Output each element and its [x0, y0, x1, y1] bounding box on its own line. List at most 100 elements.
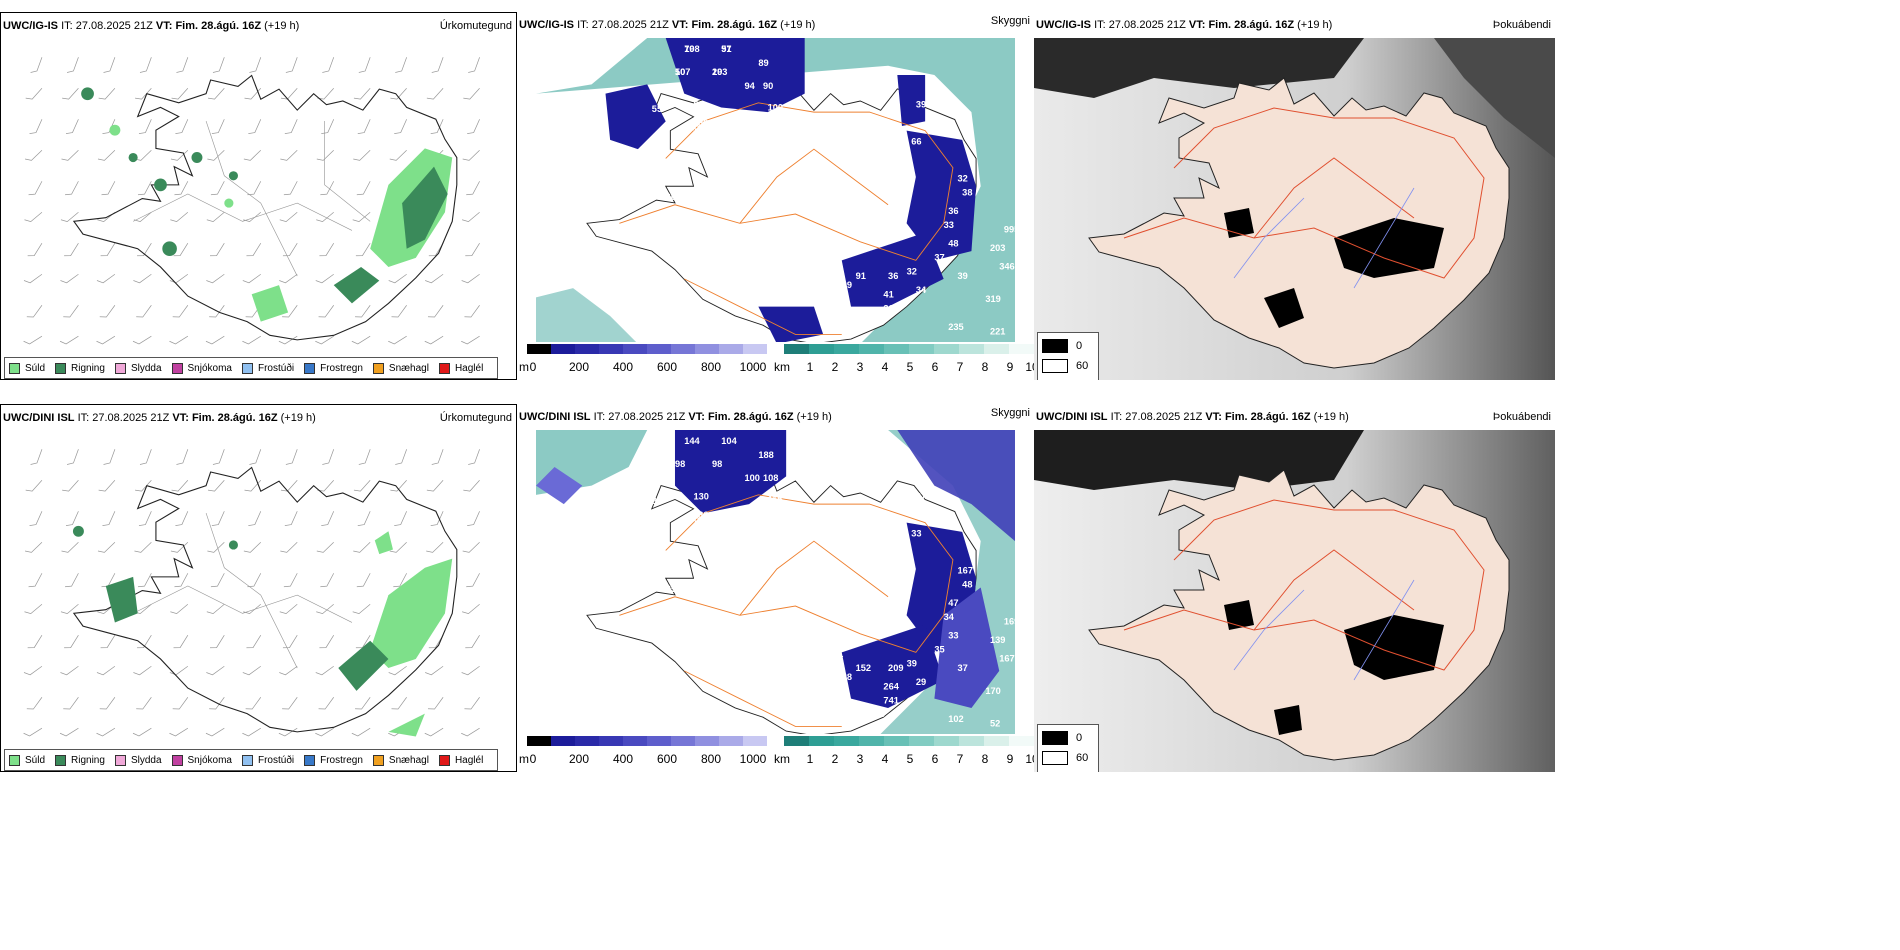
wind-barb-icon [175, 119, 189, 135]
precip-drizzle [370, 531, 453, 737]
wind-barb-icon [206, 273, 225, 284]
wind-barb-icon [205, 335, 225, 345]
fog-map [1034, 430, 1555, 772]
legend-label: Frostúði [257, 362, 295, 374]
model-name: UWC/DINI ISL [519, 411, 591, 423]
ceiling-value-label: 130 [694, 491, 709, 501]
rivers [1233, 579, 1415, 681]
wind-barb-icon [97, 211, 116, 223]
wind-barb-icon [427, 305, 444, 318]
legend-item: Rigning [55, 754, 105, 766]
wind-barb-icon [24, 211, 43, 223]
roads [619, 102, 954, 335]
wind-barb-icon [173, 635, 189, 649]
wind-barb-icon [431, 57, 444, 73]
wind-barb-icon [464, 305, 480, 318]
wind-barb-icon [388, 273, 407, 284]
ceiling-value-label: 55 [652, 104, 662, 114]
legend-swatch [372, 362, 384, 374]
ceiling-value-label: 60 [666, 192, 676, 202]
panel-header: UWC/IG-IS IT: 27.08.2025 21Z VT: Fim. 28… [1034, 12, 1555, 38]
wind-barb-icon [173, 243, 189, 257]
scale-tick: 8 [981, 752, 989, 766]
fog-panel-bottom: UWC/DINI ISL IT: 27.08.2025 21Z VT: Fim.… [1034, 404, 1555, 772]
fog-dark [1224, 600, 1444, 735]
wind-barb-icon [315, 727, 334, 737]
ceiling-panel-top: UWC/IG-IS IT: 27.08.2025 21Z VT: Fim. 28… [517, 12, 1034, 380]
wind-barb-icon [172, 697, 189, 710]
scale-unit: km [774, 360, 790, 374]
panel-header: UWC/DINI ISL IT: 27.08.2025 21Z VT: Fim.… [1, 405, 516, 431]
ceiling-value-label: 51 [721, 44, 731, 54]
ceiling-value-label: 221 [828, 649, 843, 659]
wind-barb-icon [137, 243, 152, 257]
wind-barb-icon [351, 727, 371, 737]
wind-barb-icon [102, 511, 116, 527]
wind-barb-icon [424, 335, 444, 345]
wind-barb-icon [425, 273, 444, 284]
wind-barb-icon [209, 305, 225, 318]
wind-barb-icon [136, 697, 152, 710]
wind-barb-icon [283, 573, 298, 588]
precip-legend: Súld Rigning Slydda Snjókoma Frostúði Fr… [4, 357, 499, 379]
legend-label: Snjókoma [187, 362, 232, 374]
wind-barb-icon [138, 511, 152, 527]
wind-barb-icon [424, 727, 444, 737]
wind-barb-icon [246, 635, 262, 649]
ceiling-value-label: 35 [934, 644, 944, 654]
ceiling-value-label: 89 [698, 118, 708, 128]
init-time: 27.08.2025 21Z [92, 412, 170, 424]
wind-barb-icon [280, 479, 298, 492]
model-name: UWC/DINI ISL [3, 412, 75, 424]
wind-barb-icon [101, 181, 116, 196]
wind-barb-icon [248, 511, 262, 527]
valid-label: VT: [1188, 19, 1206, 31]
init-time: 27.08.2025 21Z [608, 411, 686, 423]
wind-barb-icon [395, 57, 408, 73]
init-time: 27.08.2025 21Z [75, 20, 153, 32]
fog-map [1034, 38, 1555, 380]
legend-swatch [304, 362, 316, 374]
ceiling-value-label: 37 [934, 252, 944, 262]
wind-barb-icon [391, 305, 407, 318]
wind-barb-icon [352, 603, 371, 615]
panel-title: Úrkomutegund [439, 20, 512, 32]
lead-time: (+19 h) [1313, 411, 1349, 423]
ceiling-value-label: 36 [948, 206, 958, 216]
wind-barb-icon [356, 573, 371, 588]
wind-barb-icon [97, 149, 116, 161]
legend-label: Frostregn [320, 754, 363, 766]
wind-barb-icon [29, 119, 43, 135]
wind-barb-icon [133, 273, 152, 284]
wind-barb-icon [138, 119, 152, 135]
scale-unit: km [774, 752, 790, 766]
visibility-scale: km 1 2 3 4 5 6 7 8 9 10 [772, 734, 1034, 770]
scale-tick: 8 [981, 360, 989, 374]
wind-barb-icon [137, 635, 152, 649]
scale-tick: 800 [700, 360, 722, 374]
wind-barb-icon [319, 635, 335, 649]
ceiling-value-label: 32 [907, 266, 917, 276]
lead-time: (+19 h) [796, 411, 832, 423]
wind-barb-icon [242, 665, 261, 676]
wind-barb-icon [391, 697, 407, 710]
ceiling-value-label: 47 [948, 598, 958, 608]
wind-barb-icon [209, 635, 225, 649]
scale-tick: 10 [1025, 360, 1034, 374]
panel-title: Úrkomutegund [439, 412, 512, 424]
legend-swatch [1042, 731, 1068, 745]
wind-barb-icon [427, 697, 444, 710]
valid-label: VT: [1205, 411, 1222, 423]
wind-barb-icon [461, 727, 480, 737]
ceiling-values: 144 104 98 98 188 100 108 115 130 86 95 40 42 49 35 37 3… [624, 436, 1019, 729]
wind-barb-icon [285, 449, 298, 465]
ceiling-value-label: 39 [916, 99, 926, 109]
legend-item: Frostúði [241, 754, 294, 766]
wind-barb-icon [322, 449, 335, 465]
ceiling-value-label: 48 [948, 238, 958, 248]
ceiling-value-label: 108 [786, 644, 801, 654]
valid-label: VT: [172, 412, 189, 424]
legend-item: Frostregn [304, 362, 363, 374]
wind-barb-icon [468, 449, 480, 465]
